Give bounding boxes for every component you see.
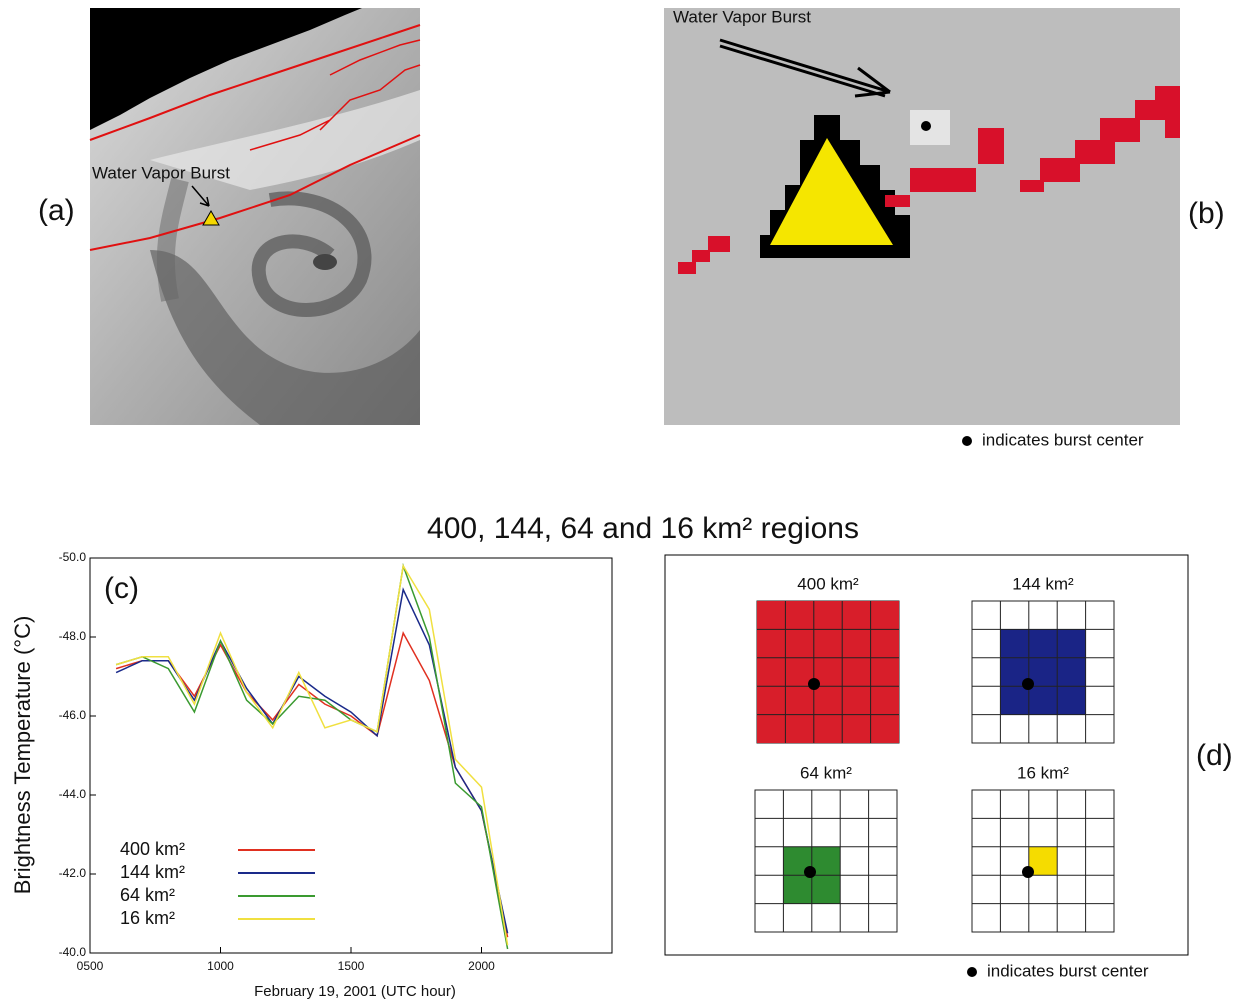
y-tick-label: -40.0 bbox=[59, 945, 87, 959]
legend-dot bbox=[967, 967, 977, 977]
annotation: Water Vapor Burst bbox=[673, 7, 811, 26]
legend-label: 144 km² bbox=[120, 862, 185, 882]
image-shape bbox=[1155, 86, 1180, 100]
image-shape bbox=[1135, 100, 1180, 120]
satellite-image-a bbox=[90, 8, 420, 425]
y-axis-label: Brightness Temperature (°C) bbox=[10, 616, 35, 895]
legend-label: 400 km² bbox=[120, 839, 185, 859]
figure: Water Vapor Burst (a) Water Vapor Burst … bbox=[0, 0, 1253, 1000]
x-tick-label: 2000 bbox=[468, 959, 495, 973]
panel-label: (c) bbox=[104, 572, 139, 605]
region-fill bbox=[757, 601, 899, 743]
image-shape bbox=[1040, 158, 1080, 182]
grid-title: 144 km² bbox=[1012, 574, 1074, 593]
burst-center bbox=[808, 678, 820, 690]
x-axis-label: February 19, 2001 (UTC hour) bbox=[254, 983, 456, 1000]
body: Water Vapor Burst (a) Water Vapor Burst … bbox=[0, 0, 1253, 1005]
figure-title: 400, 144, 64 and 16 km² regions bbox=[427, 512, 859, 545]
image-shape bbox=[1075, 140, 1115, 164]
burst-center bbox=[1022, 678, 1034, 690]
grid-title: 16 km² bbox=[1017, 763, 1069, 782]
grid-title: 400 km² bbox=[797, 574, 859, 593]
panel-label: (b) bbox=[1188, 197, 1225, 230]
image-shape bbox=[692, 250, 710, 262]
y-tick-label: -44.0 bbox=[59, 787, 87, 801]
page: { "figure_title": "400, 144, 64 and 16 k… bbox=[0, 0, 1253, 1005]
annotation: Water Vapor Burst bbox=[92, 163, 230, 182]
x-tick-label: 1000 bbox=[207, 959, 234, 973]
y-tick-label: -48.0 bbox=[59, 629, 87, 643]
note: indicates burst center bbox=[982, 430, 1144, 449]
image-shape bbox=[313, 254, 337, 270]
grid-diagram: 400 km² 144 km² 64 km² 16 km² bbox=[665, 555, 1188, 955]
image-shape bbox=[1100, 118, 1140, 142]
image-shape bbox=[678, 262, 696, 274]
image-shape bbox=[910, 168, 976, 192]
image-shape bbox=[978, 128, 1004, 164]
image-shape bbox=[664, 8, 1180, 425]
satellite-image-b bbox=[664, 8, 1180, 425]
panel-label: (a) bbox=[38, 194, 75, 227]
legend-label: 64 km² bbox=[120, 885, 175, 905]
line-chart: (c) February 19, 2001 (UTC hour) Brightn… bbox=[10, 550, 612, 1000]
note: indicates burst center bbox=[987, 961, 1149, 980]
y-tick-label: -50.0 bbox=[59, 550, 87, 564]
image-shape bbox=[1165, 120, 1180, 138]
y-tick-label: -46.0 bbox=[59, 708, 87, 722]
image-shape bbox=[708, 236, 730, 252]
x-tick-label: 1500 bbox=[338, 959, 365, 973]
legend-dot bbox=[962, 436, 972, 446]
region-fill bbox=[1000, 629, 1085, 714]
image-shape bbox=[921, 121, 931, 131]
x-tick-label: 0500 bbox=[77, 959, 104, 973]
burst-center bbox=[804, 866, 816, 878]
image-shape bbox=[885, 195, 910, 207]
y-tick-label: -42.0 bbox=[59, 866, 87, 880]
panel-label: (d) bbox=[1196, 739, 1233, 772]
grid-title: 64 km² bbox=[800, 763, 852, 782]
burst-center bbox=[1022, 866, 1034, 878]
legend-label: 16 km² bbox=[120, 908, 175, 928]
